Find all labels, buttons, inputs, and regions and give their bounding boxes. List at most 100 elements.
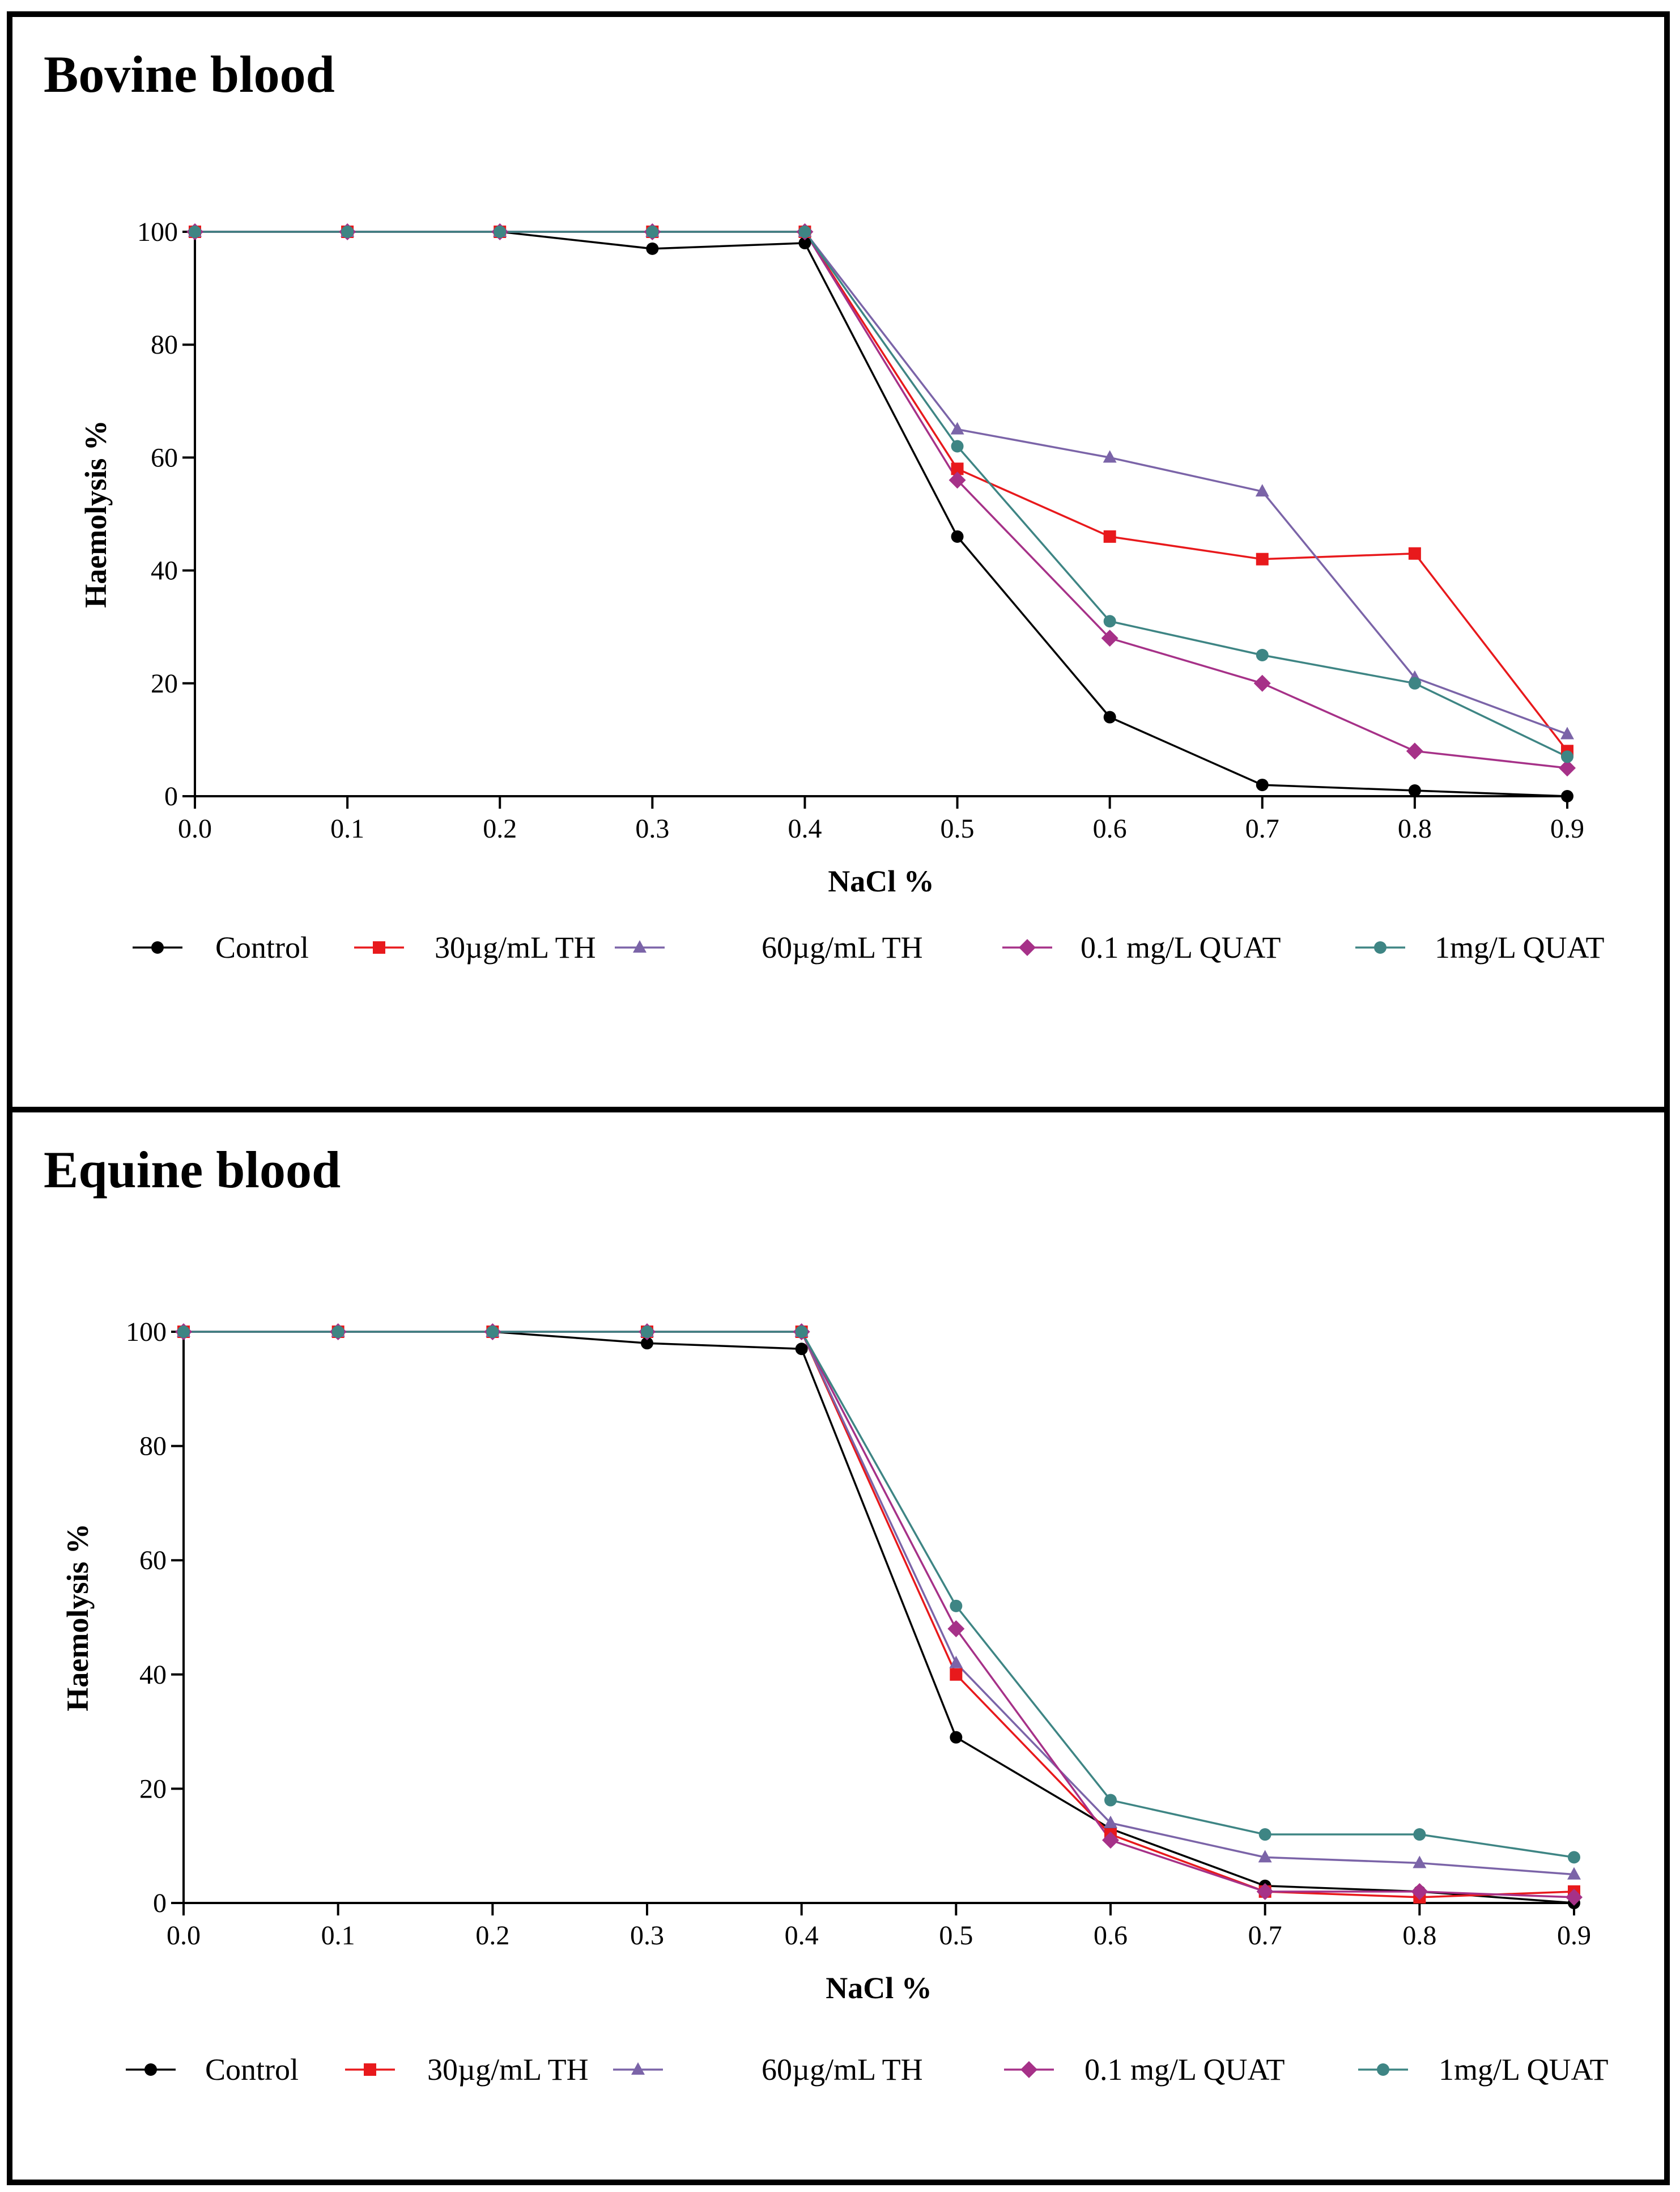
series-line-1mg-l-quat — [184, 1331, 1575, 1859]
y-tick-label: 80 — [139, 1431, 167, 1462]
data-point — [1256, 1883, 1274, 1900]
series-line-60-g-ml-th — [184, 1331, 1575, 1876]
data-point — [947, 1620, 965, 1638]
data-point — [646, 226, 659, 238]
y-tick-label: 100 — [126, 1317, 167, 1347]
series-line-60-g-ml-th — [195, 231, 1568, 736]
data-point — [189, 226, 201, 238]
data-point — [1568, 1851, 1580, 1864]
data-point — [950, 1731, 963, 1744]
x-tick-label: 0.2 — [475, 1921, 509, 1951]
series-line-control — [195, 231, 1568, 797]
x-tick-label: 0.3 — [630, 1921, 664, 1951]
data-point — [798, 236, 811, 249]
legend-marker — [1374, 941, 1386, 954]
legend-item-60-g-ml-th: 60µg/mL TH — [613, 2053, 923, 2087]
x-tick-label: 0.3 — [635, 814, 669, 844]
y-axis-label: Haemolysis % — [61, 1523, 95, 1711]
data-point — [1102, 1832, 1119, 1849]
legend-label: 30µg/mL TH — [427, 2053, 589, 2087]
series-points-control — [189, 226, 1573, 802]
x-tick-label: 0.9 — [1557, 1921, 1591, 1951]
legend-marker — [151, 941, 164, 954]
data-point — [1408, 547, 1421, 560]
data-point — [646, 242, 659, 255]
series-points-1mg-l-quat — [177, 1326, 1580, 1864]
x-tick-label: 0.7 — [1248, 1921, 1282, 1951]
legend-marker — [364, 2063, 376, 2076]
data-point — [951, 530, 964, 543]
legend-label: 0.1 mg/L QUAT — [1081, 931, 1281, 965]
series-line-30-g-ml-th — [184, 1331, 1575, 1898]
data-point — [1256, 553, 1269, 566]
legend-label: 60µg/mL TH — [762, 2053, 923, 2087]
x-tick-label: 0.1 — [330, 814, 364, 844]
series-line-0-1-mg-l-quat — [195, 231, 1568, 769]
x-axis-label: NaCl % — [828, 864, 934, 898]
bovine-title: Bovine blood — [44, 45, 335, 103]
x-tick-label: 0.4 — [788, 814, 822, 844]
x-tick-label: 0.6 — [1093, 814, 1127, 844]
data-point — [1253, 674, 1271, 692]
data-point — [177, 1326, 190, 1338]
data-point — [1101, 630, 1118, 647]
data-point — [1559, 759, 1576, 777]
legend-item-control: Control — [126, 2053, 299, 2087]
data-point — [1103, 711, 1116, 724]
data-point — [1255, 484, 1269, 497]
data-point — [949, 471, 966, 489]
data-point — [1103, 450, 1117, 463]
data-point — [1104, 1815, 1117, 1828]
data-point — [1411, 1883, 1428, 1900]
data-point — [1256, 649, 1269, 661]
x-tick-label: 0.8 — [1398, 814, 1432, 844]
data-point — [1103, 530, 1116, 543]
series-points-30-g-ml-th — [177, 1326, 1580, 1904]
x-tick-label: 0.5 — [941, 814, 975, 844]
data-point — [951, 462, 964, 475]
data-point — [950, 1668, 963, 1681]
x-tick-label: 0.5 — [939, 1921, 973, 1951]
series-points-60-g-ml-th — [188, 224, 1574, 740]
data-point — [1408, 677, 1421, 690]
equine-chart: 0.0 0.1 0.2 0.3 0.4 0.5 0.6 0.7 0.8 0.9 0 20 40 60 80 1… — [61, 1317, 1608, 2087]
y-tick-label: 60 — [139, 1545, 167, 1575]
legend-label: 0.1 mg/L QUAT — [1084, 2053, 1285, 2087]
series-points-control — [177, 1326, 1580, 1909]
data-point — [951, 440, 964, 453]
x-tick-label: 0.6 — [1094, 1921, 1128, 1951]
series-points-0-1-mg-l-quat — [186, 223, 1576, 777]
legend-label: Control — [215, 931, 309, 965]
y-tick-label: 0 — [164, 781, 178, 812]
data-point — [1258, 1828, 1271, 1841]
y-tick-label: 40 — [151, 556, 178, 586]
legend-marker — [1377, 2063, 1389, 2076]
legend-marker — [633, 940, 647, 953]
series-line-control — [184, 1331, 1575, 1904]
data-point — [1256, 779, 1269, 792]
data-point — [331, 1326, 344, 1338]
series-points-60-g-ml-th — [177, 1324, 1581, 1880]
bovine-chart: 0.0 0.1 0.2 0.3 0.4 0.5 0.6 0.7 0.8 0.9 0 20 40 60 80 1… — [79, 217, 1604, 965]
data-point — [1561, 790, 1573, 802]
data-point — [1406, 742, 1423, 760]
bovine-panel: Bovine blood 0.0 0.1 0.2 0.3 0.4 0.5 0.6 0.7 0.8… — [7, 11, 1670, 1112]
equine-title: Equine blood — [44, 1141, 341, 1199]
legend-item-1mg-l-quat: 1mg/L QUAT — [1358, 2053, 1608, 2087]
y-tick-label: 100 — [137, 217, 178, 247]
data-point — [1560, 727, 1574, 740]
series-line-0-1-mg-l-quat — [184, 1331, 1575, 1898]
legend-item-0-1-mg-l-quat: 0.1 mg/L QUAT — [1002, 931, 1281, 965]
data-point — [486, 1326, 499, 1338]
data-point — [641, 1337, 653, 1350]
data-point — [950, 1599, 963, 1612]
data-point — [795, 1343, 808, 1356]
data-point — [1103, 615, 1116, 628]
legend-item-1mg-l-quat: 1mg/L QUAT — [1355, 931, 1604, 965]
x-tick-label: 0.7 — [1245, 814, 1279, 844]
x-tick-label: 0.0 — [178, 814, 212, 844]
data-point — [950, 422, 964, 435]
y-tick-label: 20 — [139, 1774, 167, 1804]
y-tick-label: 20 — [151, 669, 178, 699]
x-tick-label: 0.0 — [167, 1921, 201, 1951]
